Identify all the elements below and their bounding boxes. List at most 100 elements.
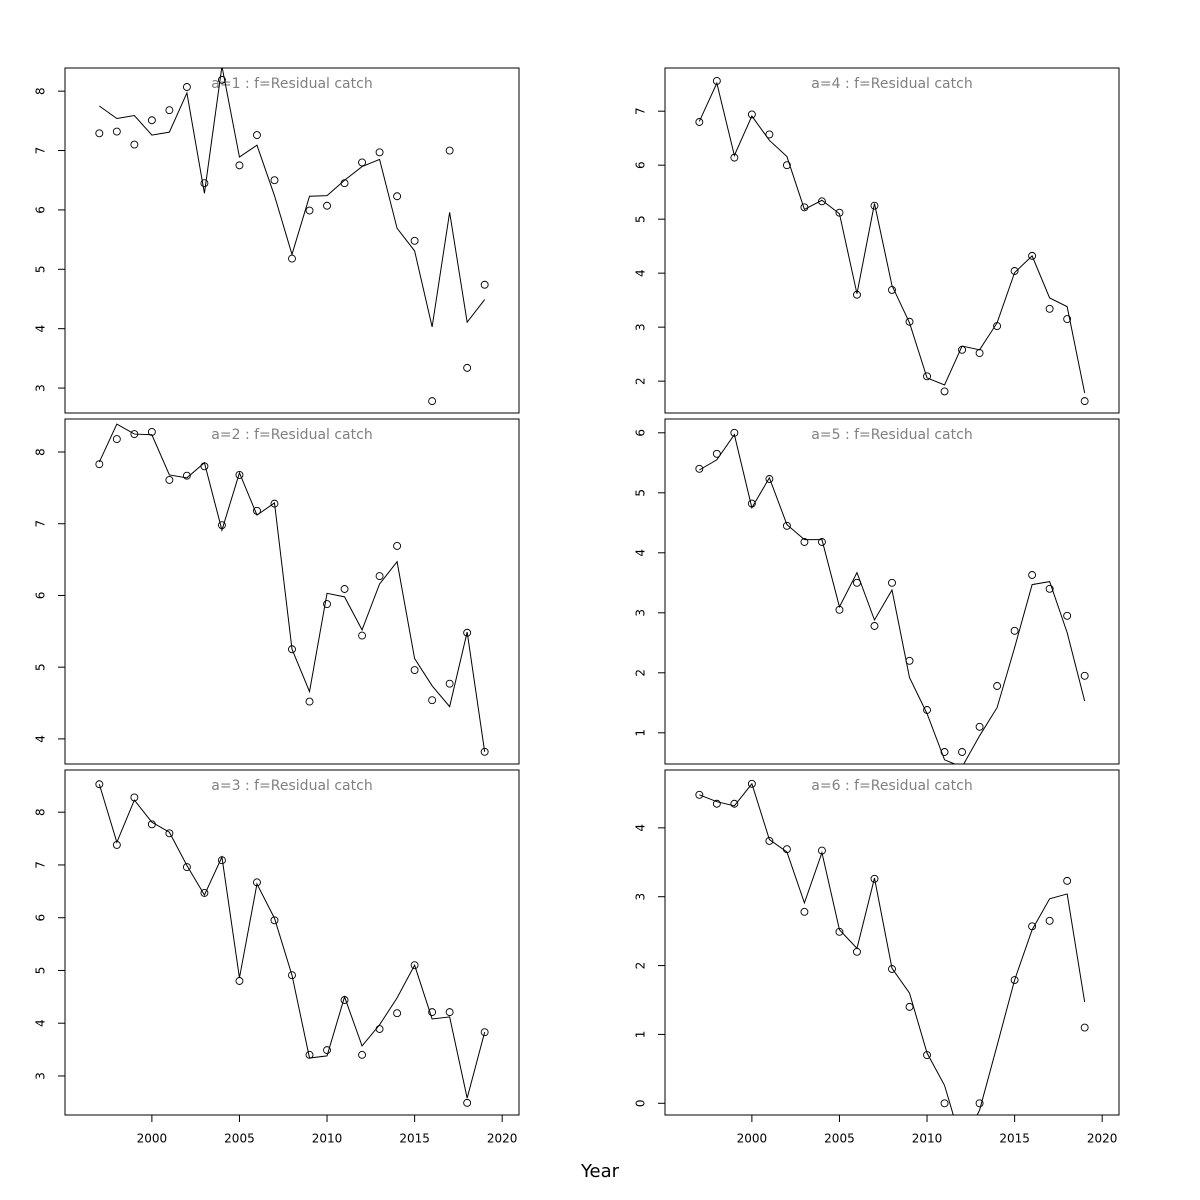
- observed-point: [800, 538, 809, 546]
- observed-point: [905, 1002, 914, 1011]
- observed-point: [695, 118, 704, 126]
- observed-point: [1045, 584, 1054, 593]
- fitted-line: [99, 68, 486, 328]
- observed-point: [112, 435, 121, 444]
- observed-point: [217, 521, 226, 530]
- observed-point: [200, 888, 209, 897]
- panel-title: a=6 : f=Residual catch: [811, 778, 972, 794]
- observed-point: [1045, 916, 1054, 925]
- x-tick-label: 2015: [999, 1132, 1030, 1146]
- observed-point: [445, 1008, 454, 1017]
- panel-frame: [64, 769, 520, 1116]
- y-tick-label: 4: [634, 269, 648, 277]
- observed-point: [410, 961, 419, 970]
- y-tick-label: 6: [34, 592, 48, 600]
- observed-point: [428, 696, 437, 705]
- observed-point: [410, 236, 419, 245]
- observed-point: [712, 799, 721, 808]
- y-tick-label: 0: [634, 1099, 648, 1107]
- observed-point: [853, 290, 861, 299]
- observed-point: [1045, 304, 1054, 313]
- plot-area: [695, 428, 1089, 764]
- observed-point: [975, 349, 984, 358]
- observed-point: [182, 863, 191, 872]
- observed-point: [747, 779, 756, 788]
- x-tick-label: 2005: [824, 1132, 855, 1146]
- y-tick-label: 2: [634, 377, 648, 385]
- plot-area: [95, 423, 489, 756]
- y-tick-label: 4: [634, 549, 648, 557]
- observed-point: [130, 793, 139, 802]
- y-tick-label: 2: [634, 962, 648, 970]
- observed-point: [853, 947, 861, 956]
- observed-point: [888, 285, 896, 294]
- observed-point: [340, 179, 349, 188]
- observed-point: [393, 1009, 402, 1018]
- observed-point: [165, 829, 174, 838]
- observed-point: [940, 748, 949, 756]
- observed-point: [817, 538, 826, 546]
- plot-area: [95, 780, 489, 1107]
- panel: a=3 : f=Residual catch 3 4 5 6 7 8 2000 2005 2010…: [34, 769, 520, 1146]
- observed-point: [870, 874, 879, 883]
- y-tick-label: 8: [34, 808, 48, 816]
- fitted-line: [698, 81, 1086, 394]
- x-tick-label: 2000: [737, 1132, 768, 1146]
- panel-title: a=2 : f=Residual catch: [211, 427, 372, 443]
- observed-point: [1080, 671, 1089, 680]
- fitted-line: [98, 784, 486, 1099]
- observed-point: [130, 140, 139, 149]
- observed-point: [1080, 397, 1089, 406]
- x-tick-label: 2020: [487, 1132, 518, 1146]
- observed-point: [358, 158, 367, 167]
- observed-point: [288, 971, 296, 980]
- observed-point: [130, 430, 139, 439]
- observed-point: [235, 470, 244, 479]
- panel-frame: [64, 418, 520, 765]
- observed-point: [765, 130, 774, 139]
- observed-point: [147, 427, 156, 436]
- observed-point: [695, 790, 704, 799]
- observed-point: [463, 363, 472, 372]
- observed-point: [463, 628, 472, 637]
- y-tick-label: 5: [34, 967, 48, 975]
- observed-point: [835, 927, 844, 936]
- observed-point: [958, 748, 967, 756]
- x-axis-label: Year: [580, 1161, 620, 1182]
- observed-point: [305, 697, 314, 706]
- panel-title: a=5 : f=Residual catch: [811, 427, 972, 443]
- y-tick-label: 8: [34, 448, 48, 456]
- observed-point: [870, 622, 879, 630]
- y-tick-label: 6: [34, 914, 48, 922]
- observed-point: [323, 1046, 331, 1055]
- observed-point: [695, 464, 704, 473]
- observed-point: [712, 77, 721, 85]
- observed-point: [253, 131, 261, 140]
- fitted-line: [98, 423, 486, 752]
- observed-point: [358, 631, 367, 640]
- panel-title: a=1 : f=Residual catch: [211, 76, 372, 92]
- observed-point: [288, 254, 296, 263]
- observed-point: [410, 666, 419, 674]
- observed-point: [393, 192, 402, 201]
- observed-point: [270, 916, 279, 925]
- observed-point: [782, 521, 791, 530]
- observed-point: [480, 747, 489, 756]
- y-tick-label: 3: [634, 893, 648, 901]
- y-tick-label: 1: [634, 729, 648, 737]
- y-tick-label: 5: [34, 265, 48, 273]
- observed-point: [993, 322, 1002, 331]
- observed-point: [1010, 626, 1019, 635]
- panel-title: a=3 : f=Residual catch: [211, 778, 372, 794]
- y-tick-label: 7: [634, 107, 648, 115]
- observed-point: [428, 1008, 437, 1017]
- panel-frame: [664, 67, 1120, 414]
- observed-point: [323, 201, 331, 210]
- observed-point: [182, 83, 191, 91]
- observed-point: [200, 462, 209, 471]
- observed-point: [923, 1051, 931, 1060]
- observed-point: [112, 840, 121, 849]
- observed-point: [428, 397, 437, 406]
- observed-point: [1063, 315, 1072, 324]
- observed-point: [182, 471, 191, 480]
